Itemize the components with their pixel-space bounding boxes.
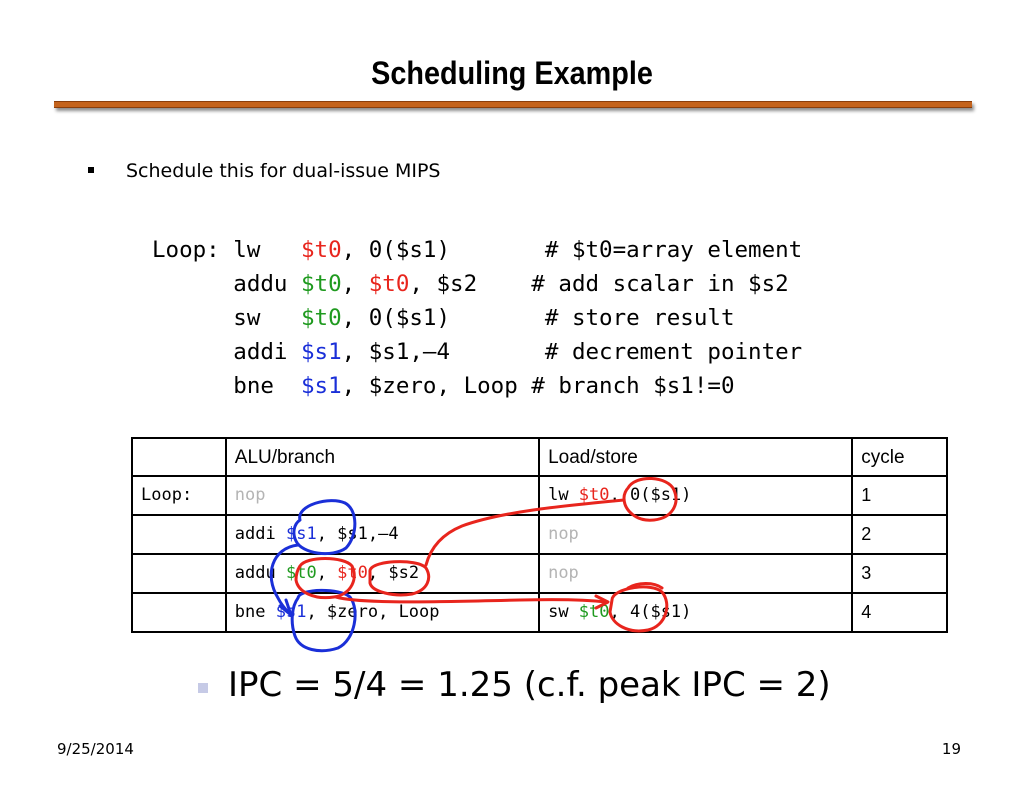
table-row: addi $s1, $s1,–4 nop 2	[131, 514, 948, 555]
slide-number: 19	[941, 740, 961, 758]
code-line: Loop: lw $t0, 0($s1) # $t0=array element	[152, 233, 802, 267]
code-line: sw $t0, 0($s1) # store result	[152, 301, 802, 335]
code-text: addi	[152, 339, 302, 365]
cycle-cell: 3	[851, 553, 948, 594]
cycle-cell: 2	[851, 514, 948, 555]
register-green: $t0	[285, 563, 317, 583]
code-text: , 0($s1) # store result	[341, 305, 735, 331]
register-blue: $s1	[301, 339, 342, 365]
register-blue: $s1	[301, 373, 342, 399]
header-cycle: cycle	[851, 437, 948, 477]
row-label	[131, 592, 227, 633]
mips-code-block: Loop: lw $t0, 0($s1) # $t0=array element…	[152, 233, 802, 403]
header-alu-branch: ALU/branch	[224, 437, 541, 477]
code-line: bne $s1, $zero, Loop # branch $s1!=0	[152, 369, 802, 403]
code-text: bne	[234, 602, 276, 622]
register-gray: nop	[548, 563, 579, 583]
register-gray: nop	[548, 524, 579, 544]
header-load-store: Load/store	[538, 437, 854, 477]
register-blue: $s1	[285, 524, 317, 544]
register-blue: $s1	[275, 602, 307, 622]
code-text: sw	[548, 602, 579, 622]
code-line: addu $t0, $t0, $s2 # add scalar in $s2	[152, 267, 802, 301]
table-row: bne $s1, $zero, Loop sw $t0, 4($s1) 4	[131, 592, 948, 633]
schedule-table: ALU/branch Load/store cycle Loop: nop lw $…	[131, 437, 948, 633]
bullet-text: Schedule this for dual-issue MIPS	[126, 160, 441, 182]
code-text: Loop: lw	[152, 237, 302, 263]
row-label	[131, 514, 227, 555]
code-text: , 0($s1) # $t0=array element	[341, 237, 803, 263]
register-green: $t0	[301, 305, 342, 331]
table-header-row: ALU/branch Load/store cycle	[131, 437, 948, 477]
code-text: , $zero, Loop # branch $s1!=0	[341, 373, 735, 399]
code-text: lw	[548, 485, 579, 505]
code-text: , $s1,–4	[316, 524, 399, 544]
register-red: $t0	[301, 237, 342, 263]
code-text: bne	[152, 373, 302, 399]
alu-branch-cell: nop	[224, 475, 541, 516]
code-text: , 0($s1)	[609, 485, 692, 505]
header-label	[131, 437, 227, 477]
load-store-cell: sw $t0, 4($s1)	[538, 592, 854, 633]
cycle-cell: 4	[851, 592, 948, 633]
cycle-cell: 1	[851, 475, 948, 516]
code-text: addu	[234, 563, 286, 583]
bullet-marker	[88, 167, 94, 173]
code-text: , 4($s1)	[609, 602, 692, 622]
alu-branch-cell: addu $t0, $t0, $s2	[224, 553, 541, 594]
table-row: Loop: nop lw $t0, 0($s1) 1	[131, 475, 948, 516]
ipc-text: IPC = 5/4 = 1.25 (c.f. peak IPC = 2)	[228, 665, 831, 705]
bullet-marker	[198, 683, 208, 693]
register-gray: nop	[234, 485, 266, 505]
slide-title: Scheduling Example	[371, 55, 653, 91]
register-red: $t0	[578, 485, 610, 505]
table-row: addu $t0, $t0, $s2 nop 3	[131, 553, 948, 594]
code-text: , $s1,–4 # decrement pointer	[341, 339, 803, 365]
load-store-cell: nop	[538, 514, 854, 555]
row-label: Loop:	[131, 475, 227, 516]
load-store-cell: nop	[538, 553, 854, 594]
code-text: sw	[152, 305, 302, 331]
title-underline	[54, 101, 972, 108]
code-text: , $zero, Loop	[306, 602, 440, 622]
register-red: $t0	[337, 563, 368, 583]
register-green: $t0	[301, 271, 342, 297]
code-text: addu	[152, 271, 302, 297]
alu-branch-cell: addi $s1, $s1,–4	[224, 514, 541, 555]
code-text: addi	[234, 524, 286, 544]
code-text: ,	[341, 271, 369, 297]
row-label	[131, 553, 227, 594]
code-text: , $s2 # add scalar in $s2	[409, 271, 789, 297]
register-green: $t0	[578, 602, 610, 622]
alu-branch-cell: bne $s1, $zero, Loop	[224, 592, 541, 633]
register-red: $t0	[368, 271, 410, 297]
footer-date: 9/25/2014	[57, 740, 134, 758]
load-store-cell: lw $t0, 0($s1)	[538, 475, 854, 516]
code-text: ,	[316, 563, 338, 583]
code-line: addi $s1, $s1,–4 # decrement pointer	[152, 335, 802, 369]
code-text: , $s2	[367, 563, 420, 583]
